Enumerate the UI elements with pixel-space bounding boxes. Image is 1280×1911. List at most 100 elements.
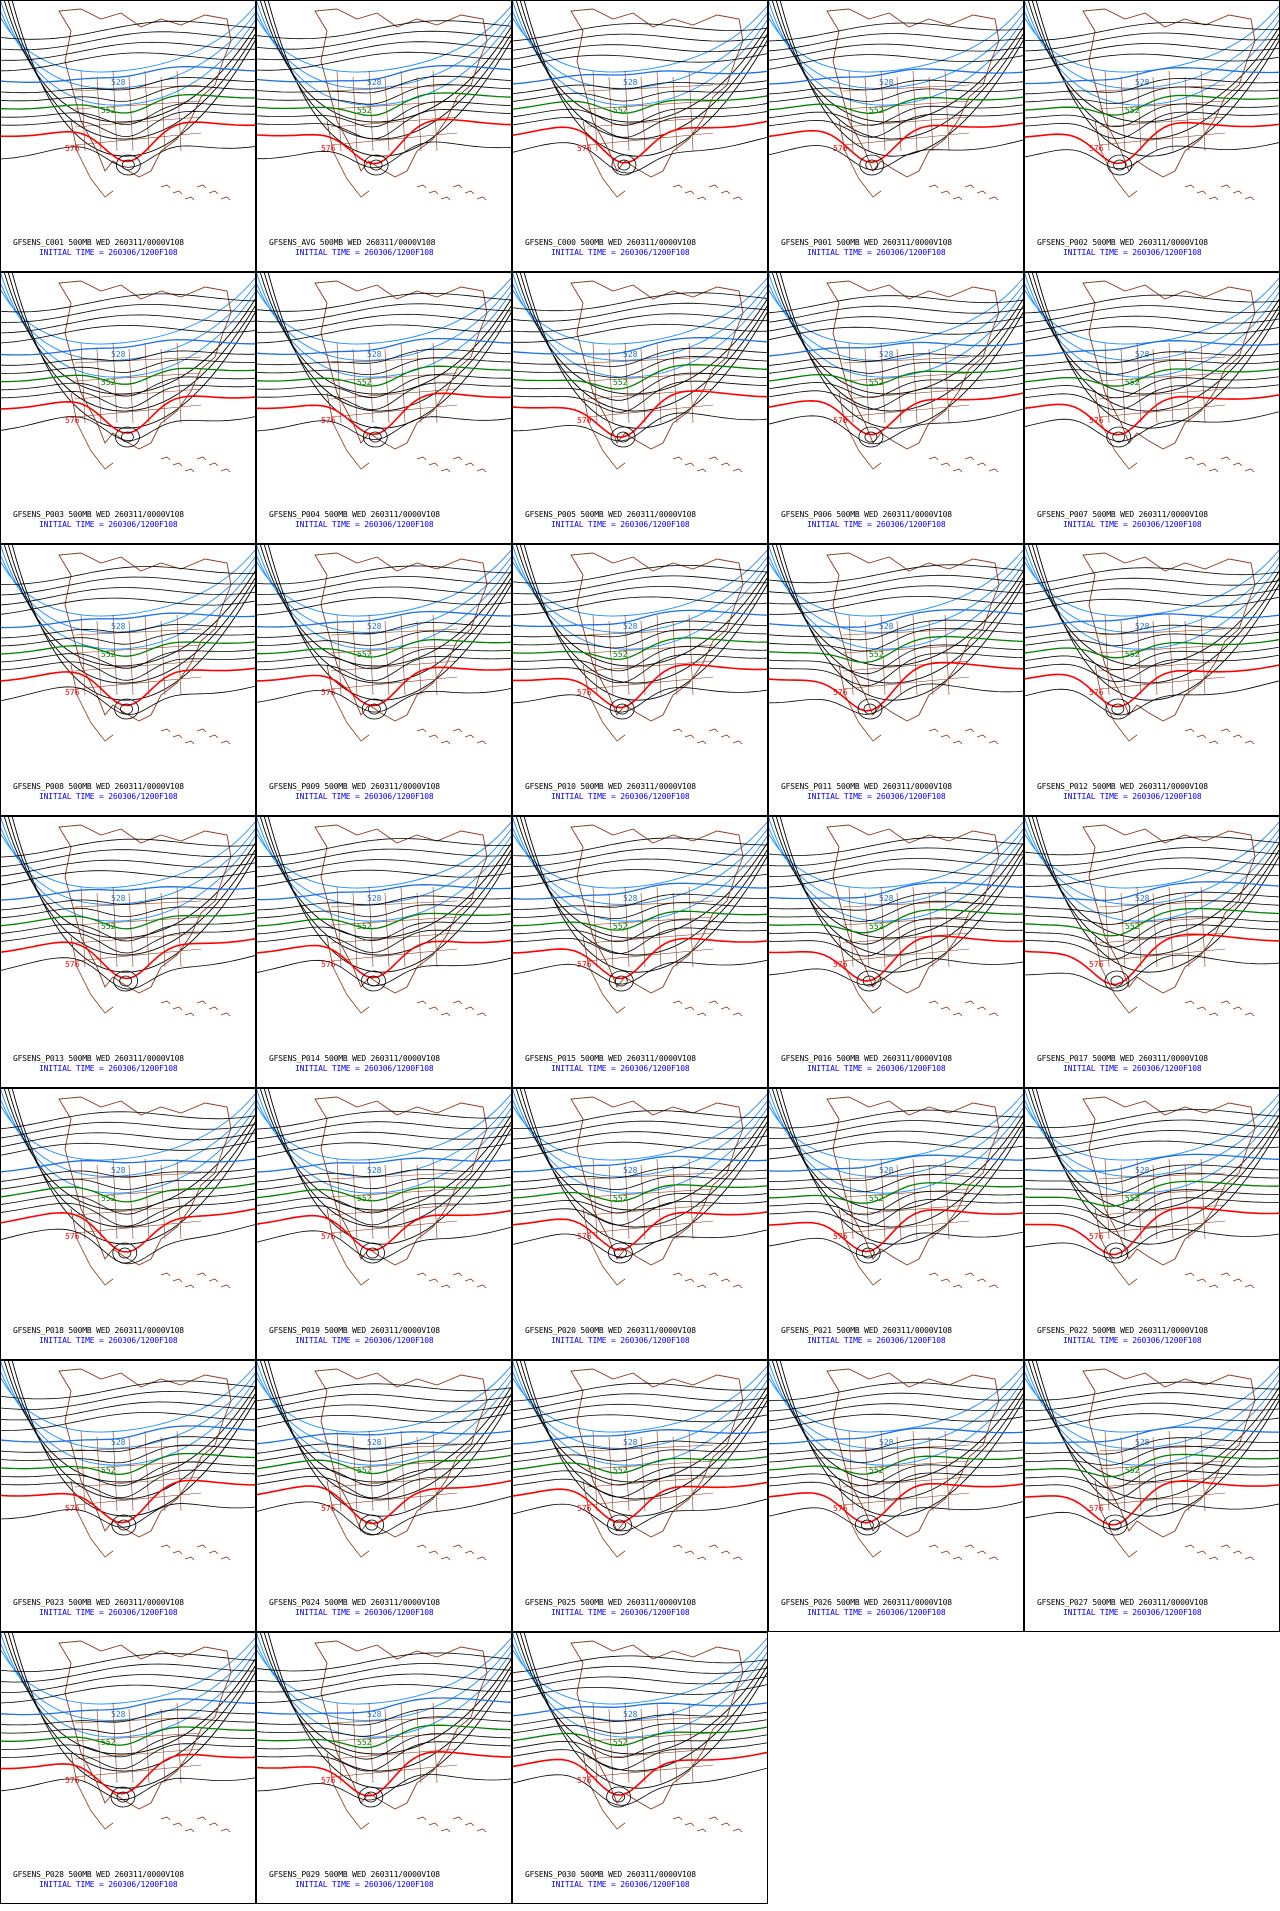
height-contour-map: 528 552 576	[257, 1089, 511, 1289]
svg-text:552: 552	[101, 106, 116, 115]
svg-text:576: 576	[833, 960, 848, 969]
height-contour-map: 528 552 576	[1025, 1, 1279, 201]
svg-text:528: 528	[623, 350, 638, 359]
panel-title: GFSENS_P015 500MB WED 260311/0000V108	[525, 1054, 696, 1063]
svg-text:576: 576	[833, 688, 848, 697]
ensemble-member-panel: 528 552 576 GFSENS_P004 500MB WED 260311/00…	[256, 272, 512, 544]
svg-text:552: 552	[613, 650, 628, 659]
panel-title: GFSENS_P012 500MB WED 260311/0000V108	[1037, 782, 1208, 791]
height-contour-map: 528 552 576	[257, 273, 511, 473]
height-contour-map: 528 552 576	[513, 1089, 767, 1289]
svg-text:552: 552	[1125, 650, 1140, 659]
height-contour-map: 528 552 576	[1025, 273, 1279, 473]
svg-text:552: 552	[357, 378, 372, 387]
svg-text:552: 552	[613, 1738, 628, 1747]
svg-text:552: 552	[613, 106, 628, 115]
svg-text:576: 576	[833, 1504, 848, 1513]
svg-text:528: 528	[111, 78, 126, 87]
initial-time-label: INITIAL TIME = 260306/1200F108	[39, 520, 178, 529]
svg-text:576: 576	[321, 1232, 336, 1241]
height-contour-map: 528 552 576	[257, 817, 511, 1017]
height-contour-map: 528 552 576	[513, 1361, 767, 1561]
svg-text:528: 528	[879, 622, 894, 631]
initial-time-label: INITIAL TIME = 260306/1200F108	[551, 1880, 690, 1889]
panel-title: GFSENS_P030 500MB WED 260311/0000V108	[525, 1870, 696, 1879]
ensemble-member-panel: 528 552 576 GFSENS_P021 500MB WED 260311/00…	[768, 1088, 1024, 1360]
ensemble-member-panel: 528 552 576 GFSENS_P006 500MB WED 260311/00…	[768, 272, 1024, 544]
svg-text:528: 528	[1135, 1166, 1150, 1175]
initial-time-label: INITIAL TIME = 260306/1200F108	[807, 520, 946, 529]
svg-text:528: 528	[623, 1166, 638, 1175]
initial-time-label: INITIAL TIME = 260306/1200F108	[39, 248, 178, 257]
ensemble-member-panel: 528 552 576 GFSENS_P005 500MB WED 260311/00…	[512, 272, 768, 544]
ensemble-member-panel: 528 552 576 GFSENS_P001 500MB WED 260311/00…	[768, 0, 1024, 272]
panel-title: GFSENS_P022 500MB WED 260311/0000V108	[1037, 1326, 1208, 1335]
height-contour-map: 528 552 576	[513, 1, 767, 201]
initial-time-label: INITIAL TIME = 260306/1200F108	[1063, 1336, 1202, 1345]
svg-text:552: 552	[357, 650, 372, 659]
svg-text:552: 552	[101, 378, 116, 387]
ensemble-member-panel: 528 552 576 GFSENS_AVG 500MB WED 260311/000…	[256, 0, 512, 272]
panel-title: GFSENS_P005 500MB WED 260311/0000V108	[525, 510, 696, 519]
initial-time-label: INITIAL TIME = 260306/1200F108	[295, 520, 434, 529]
svg-text:552: 552	[869, 1466, 884, 1475]
panel-title: GFSENS_P021 500MB WED 260311/0000V108	[781, 1326, 952, 1335]
height-contour-map: 528 552 576	[1025, 817, 1279, 1017]
svg-text:528: 528	[367, 894, 382, 903]
panel-title: GFSENS_P026 500MB WED 260311/0000V108	[781, 1598, 952, 1607]
height-contour-map: 528 552 576	[1, 273, 255, 473]
svg-text:576: 576	[577, 144, 592, 153]
initial-time-label: INITIAL TIME = 260306/1200F108	[551, 792, 690, 801]
initial-time-label: INITIAL TIME = 260306/1200F108	[295, 248, 434, 257]
initial-time-label: INITIAL TIME = 260306/1200F108	[295, 792, 434, 801]
ensemble-member-panel: 528 552 576 GFSENS_P010 500MB WED 260311/00…	[512, 544, 768, 816]
height-contour-map: 528 552 576	[257, 545, 511, 745]
svg-text:552: 552	[613, 1194, 628, 1203]
initial-time-label: INITIAL TIME = 260306/1200F108	[551, 520, 690, 529]
ensemble-member-panel: 528 552 576 GFSENS_P013 500MB WED 260311/00…	[0, 816, 256, 1088]
initial-time-label: INITIAL TIME = 260306/1200F108	[807, 248, 946, 257]
panel-title: GFSENS_P016 500MB WED 260311/0000V108	[781, 1054, 952, 1063]
panel-title: GFSENS_P020 500MB WED 260311/0000V108	[525, 1326, 696, 1335]
initial-time-label: INITIAL TIME = 260306/1200F108	[295, 1608, 434, 1617]
ensemble-member-panel: 528 552 576 GFSENS_P024 500MB WED 260311/00…	[256, 1360, 512, 1632]
initial-time-label: INITIAL TIME = 260306/1200F108	[807, 1336, 946, 1345]
svg-text:528: 528	[879, 1438, 894, 1447]
initial-time-label: INITIAL TIME = 260306/1200F108	[551, 1336, 690, 1345]
svg-text:552: 552	[1125, 106, 1140, 115]
ensemble-member-panel: 528 552 576 GFSENS_P011 500MB WED 260311/00…	[768, 544, 1024, 816]
height-contour-map: 528 552 576	[1, 1, 255, 201]
height-contour-map: 528 552 576	[1, 817, 255, 1017]
initial-time-label: INITIAL TIME = 260306/1200F108	[39, 1880, 178, 1889]
ensemble-member-panel: 528 552 576 GFSENS_P029 500MB WED 260311/00…	[256, 1632, 512, 1904]
svg-text:576: 576	[577, 416, 592, 425]
initial-time-label: INITIAL TIME = 260306/1200F108	[551, 1608, 690, 1617]
panel-title: GFSENS_P004 500MB WED 260311/0000V108	[269, 510, 440, 519]
svg-text:552: 552	[1125, 922, 1140, 931]
svg-text:552: 552	[357, 1466, 372, 1475]
svg-text:552: 552	[357, 1738, 372, 1747]
ensemble-member-panel: 528 552 576 GFSENS_P025 500MB WED 260311/00…	[512, 1360, 768, 1632]
height-contour-map: 528 552 576	[513, 273, 767, 473]
svg-text:528: 528	[1135, 350, 1150, 359]
ensemble-member-panel: 528 552 576 GFSENS_P012 500MB WED 260311/00…	[1024, 544, 1280, 816]
ensemble-member-panel: 528 552 576 GFSENS_P009 500MB WED 260311/00…	[256, 544, 512, 816]
panel-title: GFSENS_P018 500MB WED 260311/0000V108	[13, 1326, 184, 1335]
svg-text:528: 528	[623, 894, 638, 903]
panel-title: GFSENS_P017 500MB WED 260311/0000V108	[1037, 1054, 1208, 1063]
initial-time-label: INITIAL TIME = 260306/1200F108	[807, 1064, 946, 1073]
panel-title: GFSENS_C001 500MB WED 260311/0000V108	[13, 238, 184, 247]
height-contour-map: 528 552 576	[1, 1089, 255, 1289]
panel-title: GFSENS_P001 500MB WED 260311/0000V108	[781, 238, 952, 247]
svg-text:576: 576	[577, 688, 592, 697]
panel-title: GFSENS_P013 500MB WED 260311/0000V108	[13, 1054, 184, 1063]
ensemble-member-panel: 528 552 576 GFSENS_P027 500MB WED 260311/00…	[1024, 1360, 1280, 1632]
svg-text:576: 576	[65, 960, 80, 969]
panel-title: GFSENS_AVG 500MB WED 260311/0000V108	[269, 238, 436, 247]
svg-text:576: 576	[321, 1776, 336, 1785]
svg-text:552: 552	[869, 378, 884, 387]
panel-title: GFSENS_P014 500MB WED 260311/0000V108	[269, 1054, 440, 1063]
panel-title: GFSENS_P027 500MB WED 260311/0000V108	[1037, 1598, 1208, 1607]
svg-text:576: 576	[833, 416, 848, 425]
initial-time-label: INITIAL TIME = 260306/1200F108	[39, 1336, 178, 1345]
